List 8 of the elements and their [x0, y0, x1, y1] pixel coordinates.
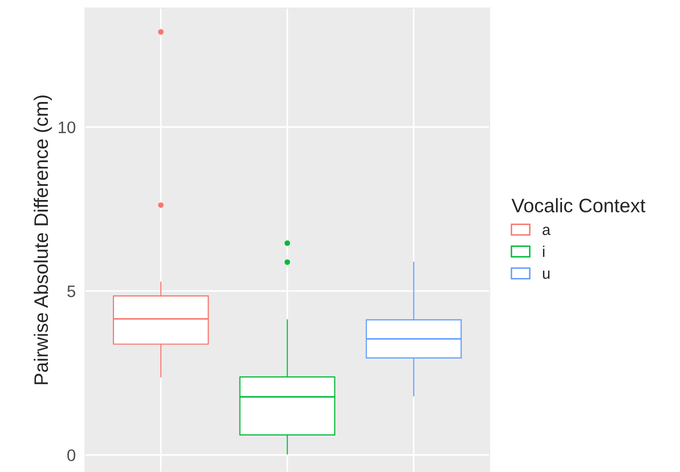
legend-title: Vocalic Context — [512, 198, 646, 212]
y-axis-title: Pairwise Absolute Difference (cm) — [34, 95, 52, 384]
legend-label: u — [542, 270, 550, 279]
y-tick-label: 10 — [58, 121, 76, 134]
legend-label: a — [542, 226, 550, 236]
legend-label: i — [543, 246, 544, 257]
y-tick-label: 0 — [67, 449, 76, 462]
y-tick-label: 5 — [67, 286, 76, 298]
